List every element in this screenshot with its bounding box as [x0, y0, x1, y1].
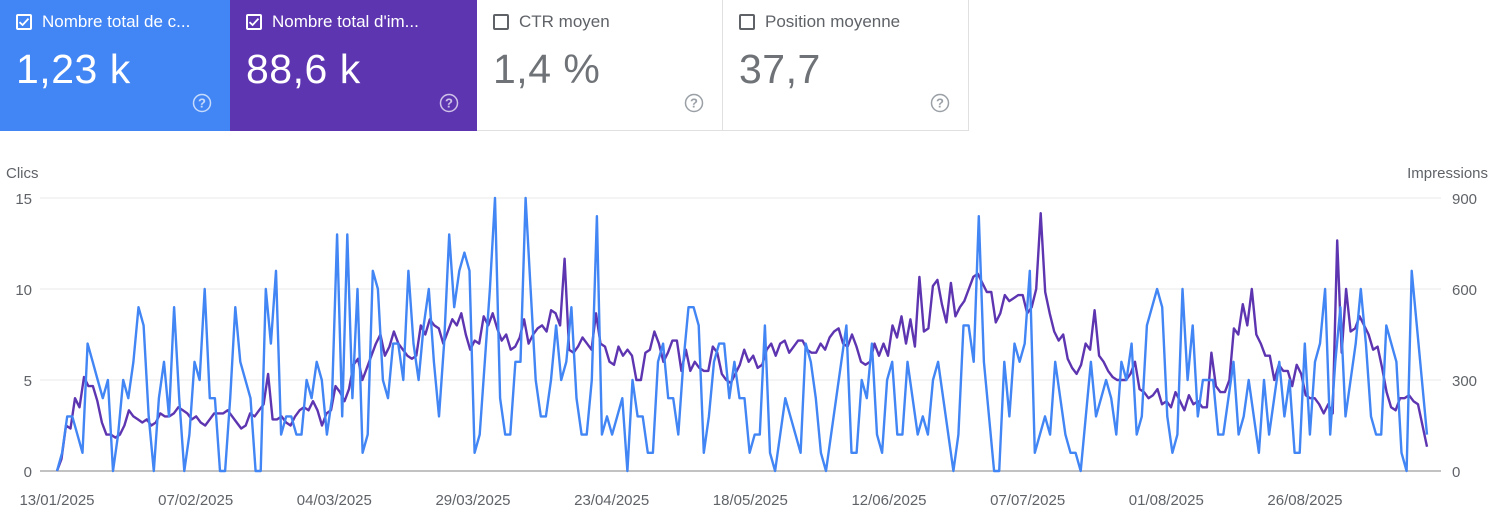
- metric-card-position[interactable]: Position moyenne 37,7 ?: [723, 0, 969, 131]
- right-axis-title: Impressions: [1407, 165, 1488, 182]
- help-icon[interactable]: ?: [930, 93, 950, 113]
- svg-text:?: ?: [445, 96, 453, 111]
- left-axis-ticks: 0 5 10 15: [15, 191, 32, 481]
- left-tick-label: 5: [24, 373, 32, 390]
- metric-value: 1,23 k: [16, 46, 131, 92]
- metric-value: 88,6 k: [246, 46, 361, 92]
- left-axis-title: Clics: [6, 165, 39, 182]
- x-tick-label: 26/08/2025: [1267, 492, 1342, 509]
- left-tick-label: 0: [24, 464, 32, 481]
- right-axis-ticks: 0 300 600 900: [1452, 191, 1477, 481]
- x-tick-label: 01/08/2025: [1129, 492, 1204, 509]
- right-tick-label: 600: [1452, 282, 1477, 299]
- series-line-clicks: [55, 196, 1429, 473]
- x-tick-label: 07/07/2025: [990, 492, 1065, 509]
- x-axis-ticks: 13/01/2025 07/02/2025 04/03/2025 29/03/2025…: [19, 492, 1342, 509]
- x-tick-label: 13/01/2025: [19, 492, 94, 509]
- x-tick-label: 29/03/2025: [435, 492, 510, 509]
- help-icon[interactable]: ?: [192, 93, 212, 113]
- x-tick-label: 07/02/2025: [158, 492, 233, 509]
- checkbox-unchecked-icon[interactable]: [493, 14, 509, 30]
- metric-card-ctr[interactable]: CTR moyen 1,4 % ?: [477, 0, 723, 131]
- checkbox-checked-icon[interactable]: [16, 14, 32, 30]
- svg-text:?: ?: [936, 96, 944, 111]
- checkbox-unchecked-icon[interactable]: [739, 14, 755, 30]
- metric-value: 1,4 %: [493, 46, 601, 92]
- help-icon[interactable]: ?: [684, 93, 704, 113]
- metric-cards: Nombre total de c... 1,23 k ? Nombre tot…: [0, 0, 969, 131]
- left-tick-label: 10: [15, 282, 32, 299]
- right-tick-label: 300: [1452, 373, 1477, 390]
- right-tick-label: 0: [1452, 464, 1460, 481]
- svg-text:?: ?: [690, 96, 698, 111]
- chart-grid: [40, 197, 1441, 472]
- x-tick-label: 23/04/2025: [574, 492, 649, 509]
- x-tick-label: 18/05/2025: [713, 492, 788, 509]
- metric-card-impressions[interactable]: Nombre total d'im... 88,6 k ?: [230, 0, 477, 131]
- right-tick-label: 900: [1452, 191, 1477, 208]
- metric-card-clicks[interactable]: Nombre total de c... 1,23 k ?: [0, 0, 230, 131]
- left-tick-label: 15: [15, 191, 32, 208]
- svg-text:?: ?: [198, 96, 206, 111]
- help-icon[interactable]: ?: [439, 93, 459, 113]
- chart-series: [55, 196, 1429, 473]
- metric-value: 37,7: [739, 46, 821, 92]
- x-tick-label: 04/03/2025: [297, 492, 372, 509]
- x-tick-label: 12/06/2025: [851, 492, 926, 509]
- checkbox-checked-icon[interactable]: [246, 14, 262, 30]
